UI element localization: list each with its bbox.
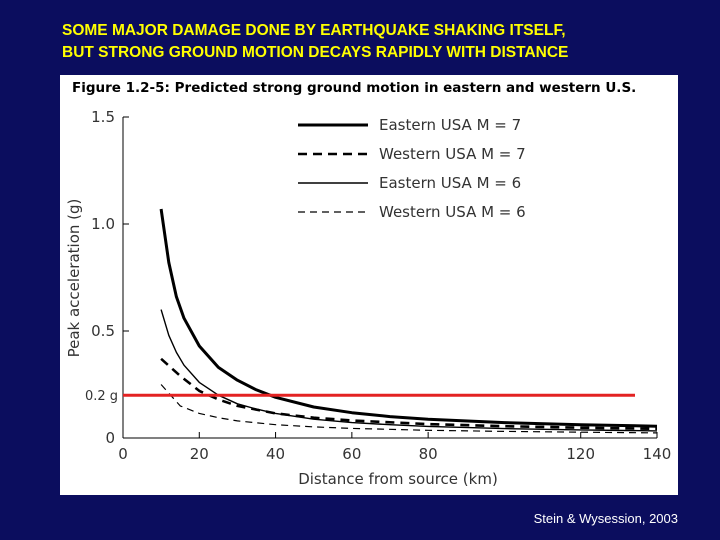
y-tick-label: 1.0 — [91, 215, 115, 233]
chart-title: Figure 1.2-5: Predicted strong ground mo… — [72, 80, 636, 96]
y-axis-label: Peak acceleration (g) — [65, 199, 83, 358]
legend-label-4: Western USA M = 6 — [379, 203, 526, 221]
y-tick-label: 0 — [105, 429, 115, 447]
chart-axes — [122, 117, 657, 439]
x-tick-label: 60 — [342, 445, 361, 463]
x-tick-label: 0 — [118, 445, 128, 463]
series-line-1 — [159, 208, 658, 428]
slide-title-line-2: BUT STRONG GROUND MOTION DECAYS RAPIDLY … — [62, 44, 569, 61]
x-axis-label: Distance from source (km) — [298, 470, 498, 488]
slide-title: SOME MAJOR DAMAGE DONE BY EARTHQUAKE SHA… — [62, 20, 712, 64]
y-tick-label: 0.5 — [91, 322, 115, 340]
y-tick-label: 1.5 — [91, 108, 115, 126]
series-line-2 — [160, 357, 658, 431]
credit-text: Stein & Wysession, 2003 — [533, 511, 678, 526]
y-ticks: 0 0.5 1.0 1.5 — [91, 108, 129, 447]
legend: Eastern USA M = 7 Western USA M = 7 Easter… — [298, 116, 526, 221]
series-line-3 — [160, 309, 658, 432]
x-tick-label: 40 — [266, 445, 285, 463]
threshold-annotation: 0.2 g — [85, 389, 635, 404]
x-tick-label: 80 — [419, 445, 438, 463]
ground-motion-chart: Figure 1.2-5: Predicted strong ground mo… — [65, 80, 671, 488]
x-tick-label: 20 — [190, 445, 209, 463]
legend-label-2: Western USA M = 7 — [379, 145, 526, 163]
threshold-label: 0.2 g — [85, 389, 118, 404]
legend-label-3: Eastern USA M = 6 — [379, 174, 521, 192]
x-ticks: 0 20 40 60 80 120 140 — [118, 432, 671, 463]
series-lines — [159, 208, 658, 434]
figure-panel: Figure 1.2-5: Predicted strong ground mo… — [60, 75, 678, 495]
slide-title-line-1: SOME MAJOR DAMAGE DONE BY EARTHQUAKE SHA… — [62, 22, 566, 39]
x-tick-label: 120 — [566, 445, 595, 463]
legend-label-1: Eastern USA M = 7 — [379, 116, 521, 134]
series-line-4 — [160, 384, 658, 434]
x-tick-label: 140 — [643, 445, 672, 463]
